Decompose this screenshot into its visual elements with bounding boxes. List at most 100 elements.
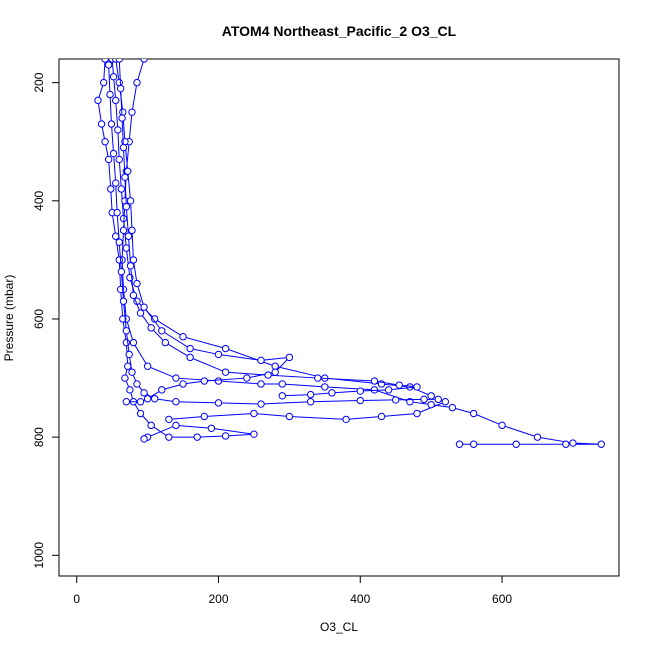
data-point — [356, 396, 364, 405]
data-point — [306, 397, 315, 406]
data-point — [122, 327, 131, 335]
data-point — [448, 403, 457, 412]
data-point — [119, 143, 128, 152]
data-point — [395, 381, 403, 389]
data-point — [147, 421, 155, 430]
data-point — [119, 315, 127, 323]
x-tick-label: 600 — [492, 592, 512, 606]
data-point — [413, 409, 421, 418]
x-axis-label: O3_CL — [320, 620, 358, 634]
data-point — [306, 390, 315, 399]
data-point — [128, 108, 136, 116]
data-point — [285, 353, 294, 362]
series-line — [121, 59, 602, 445]
data-point — [186, 344, 194, 353]
data-point — [165, 415, 173, 424]
data-point — [597, 440, 605, 448]
y-axis: 200 400 600 800 1000 — [32, 72, 59, 569]
data-point — [112, 96, 120, 105]
data-point — [179, 380, 187, 388]
data-point — [119, 108, 127, 116]
series-3 — [94, 59, 258, 443]
data-point — [119, 297, 128, 305]
data-point — [257, 400, 265, 408]
data-point — [221, 432, 230, 440]
data-point — [172, 374, 180, 382]
data-point — [257, 356, 265, 365]
x-tick-label: 400 — [350, 592, 370, 606]
data-point — [129, 256, 138, 264]
data-point — [133, 380, 141, 388]
series-line — [118, 59, 418, 397]
data-point — [158, 327, 166, 335]
data-point — [370, 377, 379, 385]
data-point — [420, 395, 428, 404]
data-point — [122, 203, 131, 211]
data-point — [278, 392, 286, 400]
data-point — [214, 377, 223, 385]
data-point — [118, 114, 126, 122]
data-point — [113, 208, 121, 217]
data-point — [115, 256, 123, 264]
data-point — [107, 120, 116, 128]
y-tick-label: 1000 — [32, 542, 46, 569]
data-point — [140, 435, 148, 443]
data-point — [455, 440, 464, 448]
series-5 — [115, 59, 421, 400]
data-point — [140, 303, 148, 311]
data-point — [469, 409, 478, 418]
data-point — [569, 439, 577, 447]
data-point — [243, 374, 251, 382]
data-point — [126, 197, 135, 205]
data-point — [115, 78, 123, 87]
data-point — [562, 440, 570, 448]
series-line — [111, 59, 447, 420]
data-point — [377, 412, 386, 421]
data-point — [271, 368, 279, 376]
data-point — [94, 96, 102, 105]
x-axis: 0 200 400 600 — [73, 575, 512, 606]
data-point — [112, 232, 120, 240]
data-point — [250, 430, 258, 438]
data-point — [533, 433, 542, 441]
data-point — [200, 377, 209, 385]
data-point — [172, 397, 180, 406]
data-point — [150, 395, 159, 403]
data-point — [128, 368, 136, 376]
data-point — [200, 412, 209, 421]
data-point — [384, 386, 393, 394]
data-point — [101, 59, 109, 63]
data-point — [136, 397, 145, 406]
data-point — [441, 397, 450, 406]
data-point — [106, 90, 114, 99]
data-point — [328, 389, 336, 397]
data-point — [285, 412, 294, 421]
data-point — [278, 380, 286, 388]
y-axis-label: Pressure (mbar) — [2, 275, 16, 362]
data-point — [117, 185, 126, 193]
y-tick-label: 400 — [32, 190, 46, 210]
data-point — [172, 421, 180, 430]
data-point — [342, 415, 350, 424]
series-1 — [108, 59, 450, 424]
data-point — [97, 120, 106, 128]
data-point — [143, 395, 152, 403]
data-point — [434, 395, 442, 404]
data-point — [104, 61, 113, 69]
data-point — [356, 387, 364, 395]
data-point — [314, 374, 322, 382]
data-point — [165, 433, 173, 441]
data-point — [122, 338, 131, 347]
series-line — [115, 59, 291, 403]
data-point — [115, 238, 123, 246]
data-point — [115, 59, 123, 63]
data-point — [122, 397, 131, 406]
data-point — [250, 409, 258, 418]
data-point — [117, 268, 126, 276]
y-tick-label: 200 — [32, 72, 46, 92]
data-point — [128, 226, 136, 235]
data-point — [150, 315, 159, 323]
data-point — [121, 173, 129, 181]
data-point — [107, 185, 115, 193]
data-point — [116, 84, 125, 93]
